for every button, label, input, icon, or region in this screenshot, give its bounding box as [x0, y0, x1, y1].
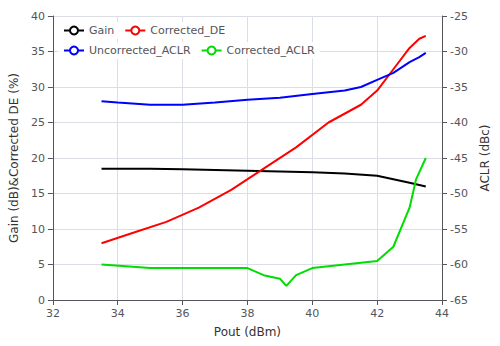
svg-text:36: 36 [176, 307, 190, 320]
svg-text:-60: -60 [450, 258, 468, 271]
svg-text:40: 40 [31, 10, 45, 23]
svg-text:5: 5 [38, 258, 45, 271]
svg-text:15: 15 [31, 187, 45, 200]
svg-text:-25: -25 [450, 10, 468, 23]
svg-text:Gain: Gain [89, 24, 114, 37]
svg-text:10: 10 [31, 223, 45, 236]
svg-text:44: 44 [435, 307, 449, 320]
svg-text:34: 34 [111, 307, 125, 320]
svg-text:-40: -40 [450, 116, 468, 129]
svg-text:Uncorrected_ACLR: Uncorrected_ACLR [89, 44, 191, 57]
svg-text:-35: -35 [450, 81, 468, 94]
svg-text:30: 30 [31, 81, 45, 94]
svg-text:Corrected_DE: Corrected_DE [150, 24, 225, 37]
svg-text:-50: -50 [450, 187, 468, 200]
svg-text:Gain (dB)&Corrected DE (%): Gain (dB)&Corrected DE (%) [7, 73, 21, 243]
svg-text:40: 40 [305, 307, 319, 320]
svg-text:32: 32 [46, 307, 60, 320]
svg-text:25: 25 [31, 116, 45, 129]
svg-text:ACLR (dBc): ACLR (dBc) [478, 124, 492, 191]
svg-text:20: 20 [31, 152, 45, 165]
svg-text:35: 35 [31, 45, 45, 58]
svg-text:42: 42 [370, 307, 384, 320]
svg-text:-55: -55 [450, 223, 468, 236]
svg-text:38: 38 [240, 307, 254, 320]
svg-text:-45: -45 [450, 152, 468, 165]
svg-text:-65: -65 [450, 294, 468, 307]
svg-text:0: 0 [38, 294, 45, 307]
svg-text:Corrected_ACLR: Corrected_ACLR [227, 44, 316, 57]
svg-text:Pout (dBm): Pout (dBm) [214, 325, 281, 339]
svg-text:-30: -30 [450, 45, 468, 58]
